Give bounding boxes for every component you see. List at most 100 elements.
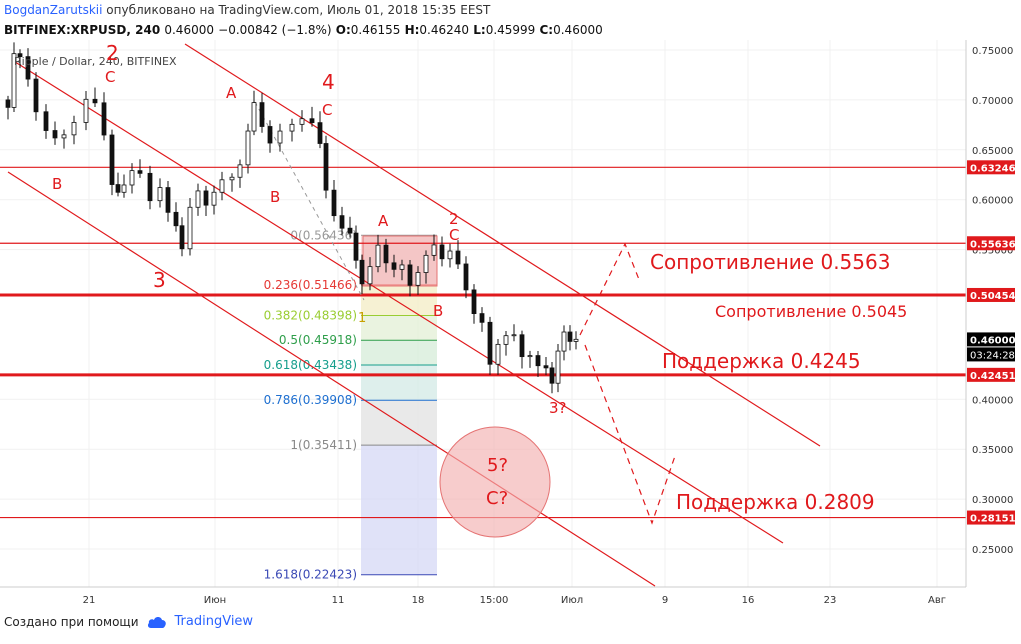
candle-body bbox=[25, 56, 31, 80]
last-price: 0.46000 bbox=[164, 23, 214, 37]
tradingview-brand-link[interactable]: TradingView bbox=[174, 614, 254, 629]
level-price-text: 0.63246 bbox=[970, 163, 1016, 174]
wave-label: 2 bbox=[106, 41, 119, 65]
fib-level-label: 0.382(0.48398) bbox=[264, 308, 357, 322]
wave-label: 5? bbox=[487, 455, 508, 476]
candle-body bbox=[543, 365, 549, 369]
price-change: −0.00842 (−1.8%) bbox=[218, 23, 332, 37]
countdown-text: 03:24:28 bbox=[970, 350, 1015, 361]
fib-zone-band bbox=[361, 445, 437, 575]
dashed-grey-line bbox=[254, 101, 365, 301]
fib-level-label: 0(0.56436) bbox=[290, 228, 357, 242]
wave-label: A bbox=[226, 84, 237, 102]
candles[interactable] bbox=[5, 42, 579, 394]
candle-body bbox=[535, 355, 541, 367]
candle-body bbox=[391, 262, 397, 270]
annotation-resistance-2: Сопротивление 0.5045 bbox=[715, 302, 907, 321]
footer: Создано при помощи TradingView bbox=[4, 614, 253, 629]
candle-body bbox=[339, 215, 345, 229]
wave-label: C? bbox=[486, 488, 508, 509]
candle-body bbox=[83, 98, 89, 123]
candle-body bbox=[92, 98, 98, 104]
time-axis[interactable]: 21 Июн 11 18 15:00 Июл 9 16 23 Авг bbox=[83, 595, 946, 606]
candle-body bbox=[471, 289, 477, 314]
fib-zone-band bbox=[361, 284, 437, 316]
candle-body bbox=[359, 259, 365, 285]
level-price-tag bbox=[967, 236, 1015, 251]
candle-body bbox=[353, 232, 359, 261]
x-tick-label: Июн bbox=[204, 595, 226, 606]
candle-body bbox=[447, 250, 453, 260]
candle-body bbox=[455, 250, 461, 265]
candle-body bbox=[511, 334, 517, 337]
level-price-text: 0.42451 bbox=[970, 371, 1016, 382]
candle-body bbox=[137, 170, 143, 174]
candle-body bbox=[487, 321, 493, 365]
wave-label: 1 bbox=[358, 311, 366, 326]
candle-body bbox=[561, 331, 567, 352]
candle-body bbox=[33, 78, 39, 113]
y-tick-label: 0.70000 bbox=[972, 96, 1013, 107]
annotation-resistance-1: Сопротивление 0.5563 bbox=[650, 250, 890, 274]
channel-middle bbox=[11, 59, 784, 544]
forecast-path bbox=[579, 242, 641, 336]
trend-channels[interactable] bbox=[7, 43, 821, 587]
y-tick-label: 0.35000 bbox=[972, 445, 1013, 456]
level-price-text: 0.50454 bbox=[970, 291, 1016, 302]
annotation-support-1: Поддержка 0.4245 bbox=[662, 349, 861, 373]
high-value: 0.46240 bbox=[419, 23, 470, 37]
y-tick-label: 0.40000 bbox=[972, 395, 1013, 406]
candle-body bbox=[179, 225, 185, 250]
candle-body bbox=[495, 343, 501, 365]
candle-body bbox=[323, 143, 329, 191]
candle-body bbox=[219, 179, 225, 193]
author-link[interactable]: BogdanZarutskii bbox=[4, 3, 103, 17]
wave-label: 2 bbox=[449, 210, 459, 228]
candle-body bbox=[52, 130, 58, 139]
price-axis[interactable]: 0.75000 0.70000 0.65000 0.60000 0.55000 0.400… bbox=[967, 46, 1016, 556]
x-tick-label: 21 bbox=[83, 595, 96, 606]
wave-label: 3? bbox=[549, 399, 567, 417]
y-tick-label: 0.75000 bbox=[972, 46, 1013, 57]
wave-label: C bbox=[105, 68, 115, 86]
y-tick-label: 0.65000 bbox=[972, 146, 1013, 157]
candle-body bbox=[101, 102, 107, 136]
candle-body bbox=[289, 123, 295, 132]
candle-body bbox=[375, 244, 381, 268]
made-with-text: Создано при помощи bbox=[4, 614, 139, 629]
candle-body bbox=[423, 254, 429, 273]
candle-body bbox=[245, 130, 251, 166]
candle-body bbox=[479, 313, 485, 323]
candle-body bbox=[11, 53, 17, 108]
candle-body bbox=[309, 118, 315, 124]
fib-zone-band bbox=[361, 364, 437, 401]
wave-label: C bbox=[322, 101, 332, 119]
x-tick-label: 9 bbox=[662, 595, 668, 606]
candle-body bbox=[259, 102, 265, 127]
candle-body bbox=[527, 355, 533, 358]
x-tick-label: 18 bbox=[412, 595, 425, 606]
fib-zone-band bbox=[361, 315, 437, 341]
y-tick-label: 0.55000 bbox=[972, 246, 1013, 257]
target-zone[interactable] bbox=[439, 426, 551, 538]
x-tick-label: 16 bbox=[742, 595, 755, 606]
candle-body bbox=[129, 170, 135, 186]
candle-body bbox=[71, 122, 77, 136]
x-tick-label: Авг bbox=[928, 595, 946, 606]
fib-level-label: 0.236(0.51466) bbox=[264, 278, 357, 292]
wave-label: A bbox=[378, 212, 389, 230]
candle-body bbox=[115, 184, 121, 193]
candle-body bbox=[317, 122, 323, 144]
countdown-tag bbox=[967, 347, 1015, 362]
candle-body bbox=[173, 211, 179, 227]
candle-body bbox=[567, 331, 573, 342]
high-label: H: bbox=[404, 23, 420, 37]
candle-body bbox=[299, 118, 305, 125]
symbol[interactable]: BITFINEX:XRPUSD, 240 bbox=[4, 23, 161, 37]
candle-body bbox=[147, 172, 153, 202]
x-tick-label: 11 bbox=[332, 595, 345, 606]
candle-body bbox=[187, 206, 193, 250]
level-price-text: 0.55636 bbox=[970, 239, 1016, 250]
annotation-support-2: Поддержка 0.2809 bbox=[676, 490, 875, 514]
